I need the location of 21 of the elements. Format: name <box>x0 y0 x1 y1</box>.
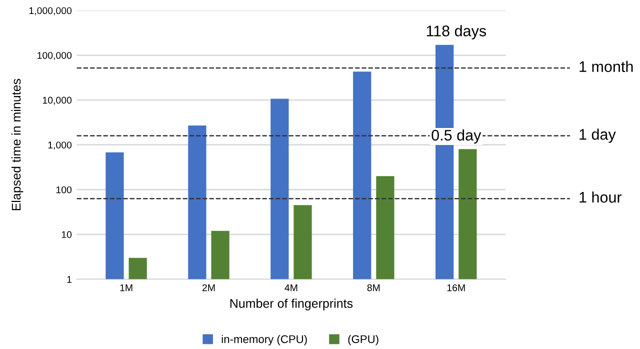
y-tick-label: 10,000 <box>42 96 72 105</box>
y-tick-label: 1,000,000 <box>29 7 72 16</box>
annotation: 118 days <box>426 25 486 40</box>
y-axis-title: Elapsed time in minutes <box>11 78 24 210</box>
y-tick-label: 10 <box>62 231 72 238</box>
ref-line-label: 1 hour <box>580 191 622 203</box>
x-axis-title: Number of fingerprints <box>230 298 353 310</box>
legend-label: in-memory (CPU) <box>222 334 307 346</box>
y-tick-label: 1,000 <box>48 142 72 150</box>
y-tick-label: 1 <box>67 276 72 283</box>
y-tick-label: 100,000 <box>38 52 72 60</box>
x-tick-label: 8M <box>367 284 380 292</box>
ref-line-label: 1 day <box>580 128 616 143</box>
x-tick-label: 1M <box>120 284 132 292</box>
x-tick-label: 16M <box>447 284 465 292</box>
x-tick-label: 4M <box>284 284 298 292</box>
annotation: 0.5 day <box>432 129 482 144</box>
x-tick-label: 2M <box>202 284 215 292</box>
y-tick-label: 100 <box>56 186 72 194</box>
ref-line-label: 1 month <box>580 60 633 72</box>
legend-label: (GPU) <box>348 334 378 346</box>
